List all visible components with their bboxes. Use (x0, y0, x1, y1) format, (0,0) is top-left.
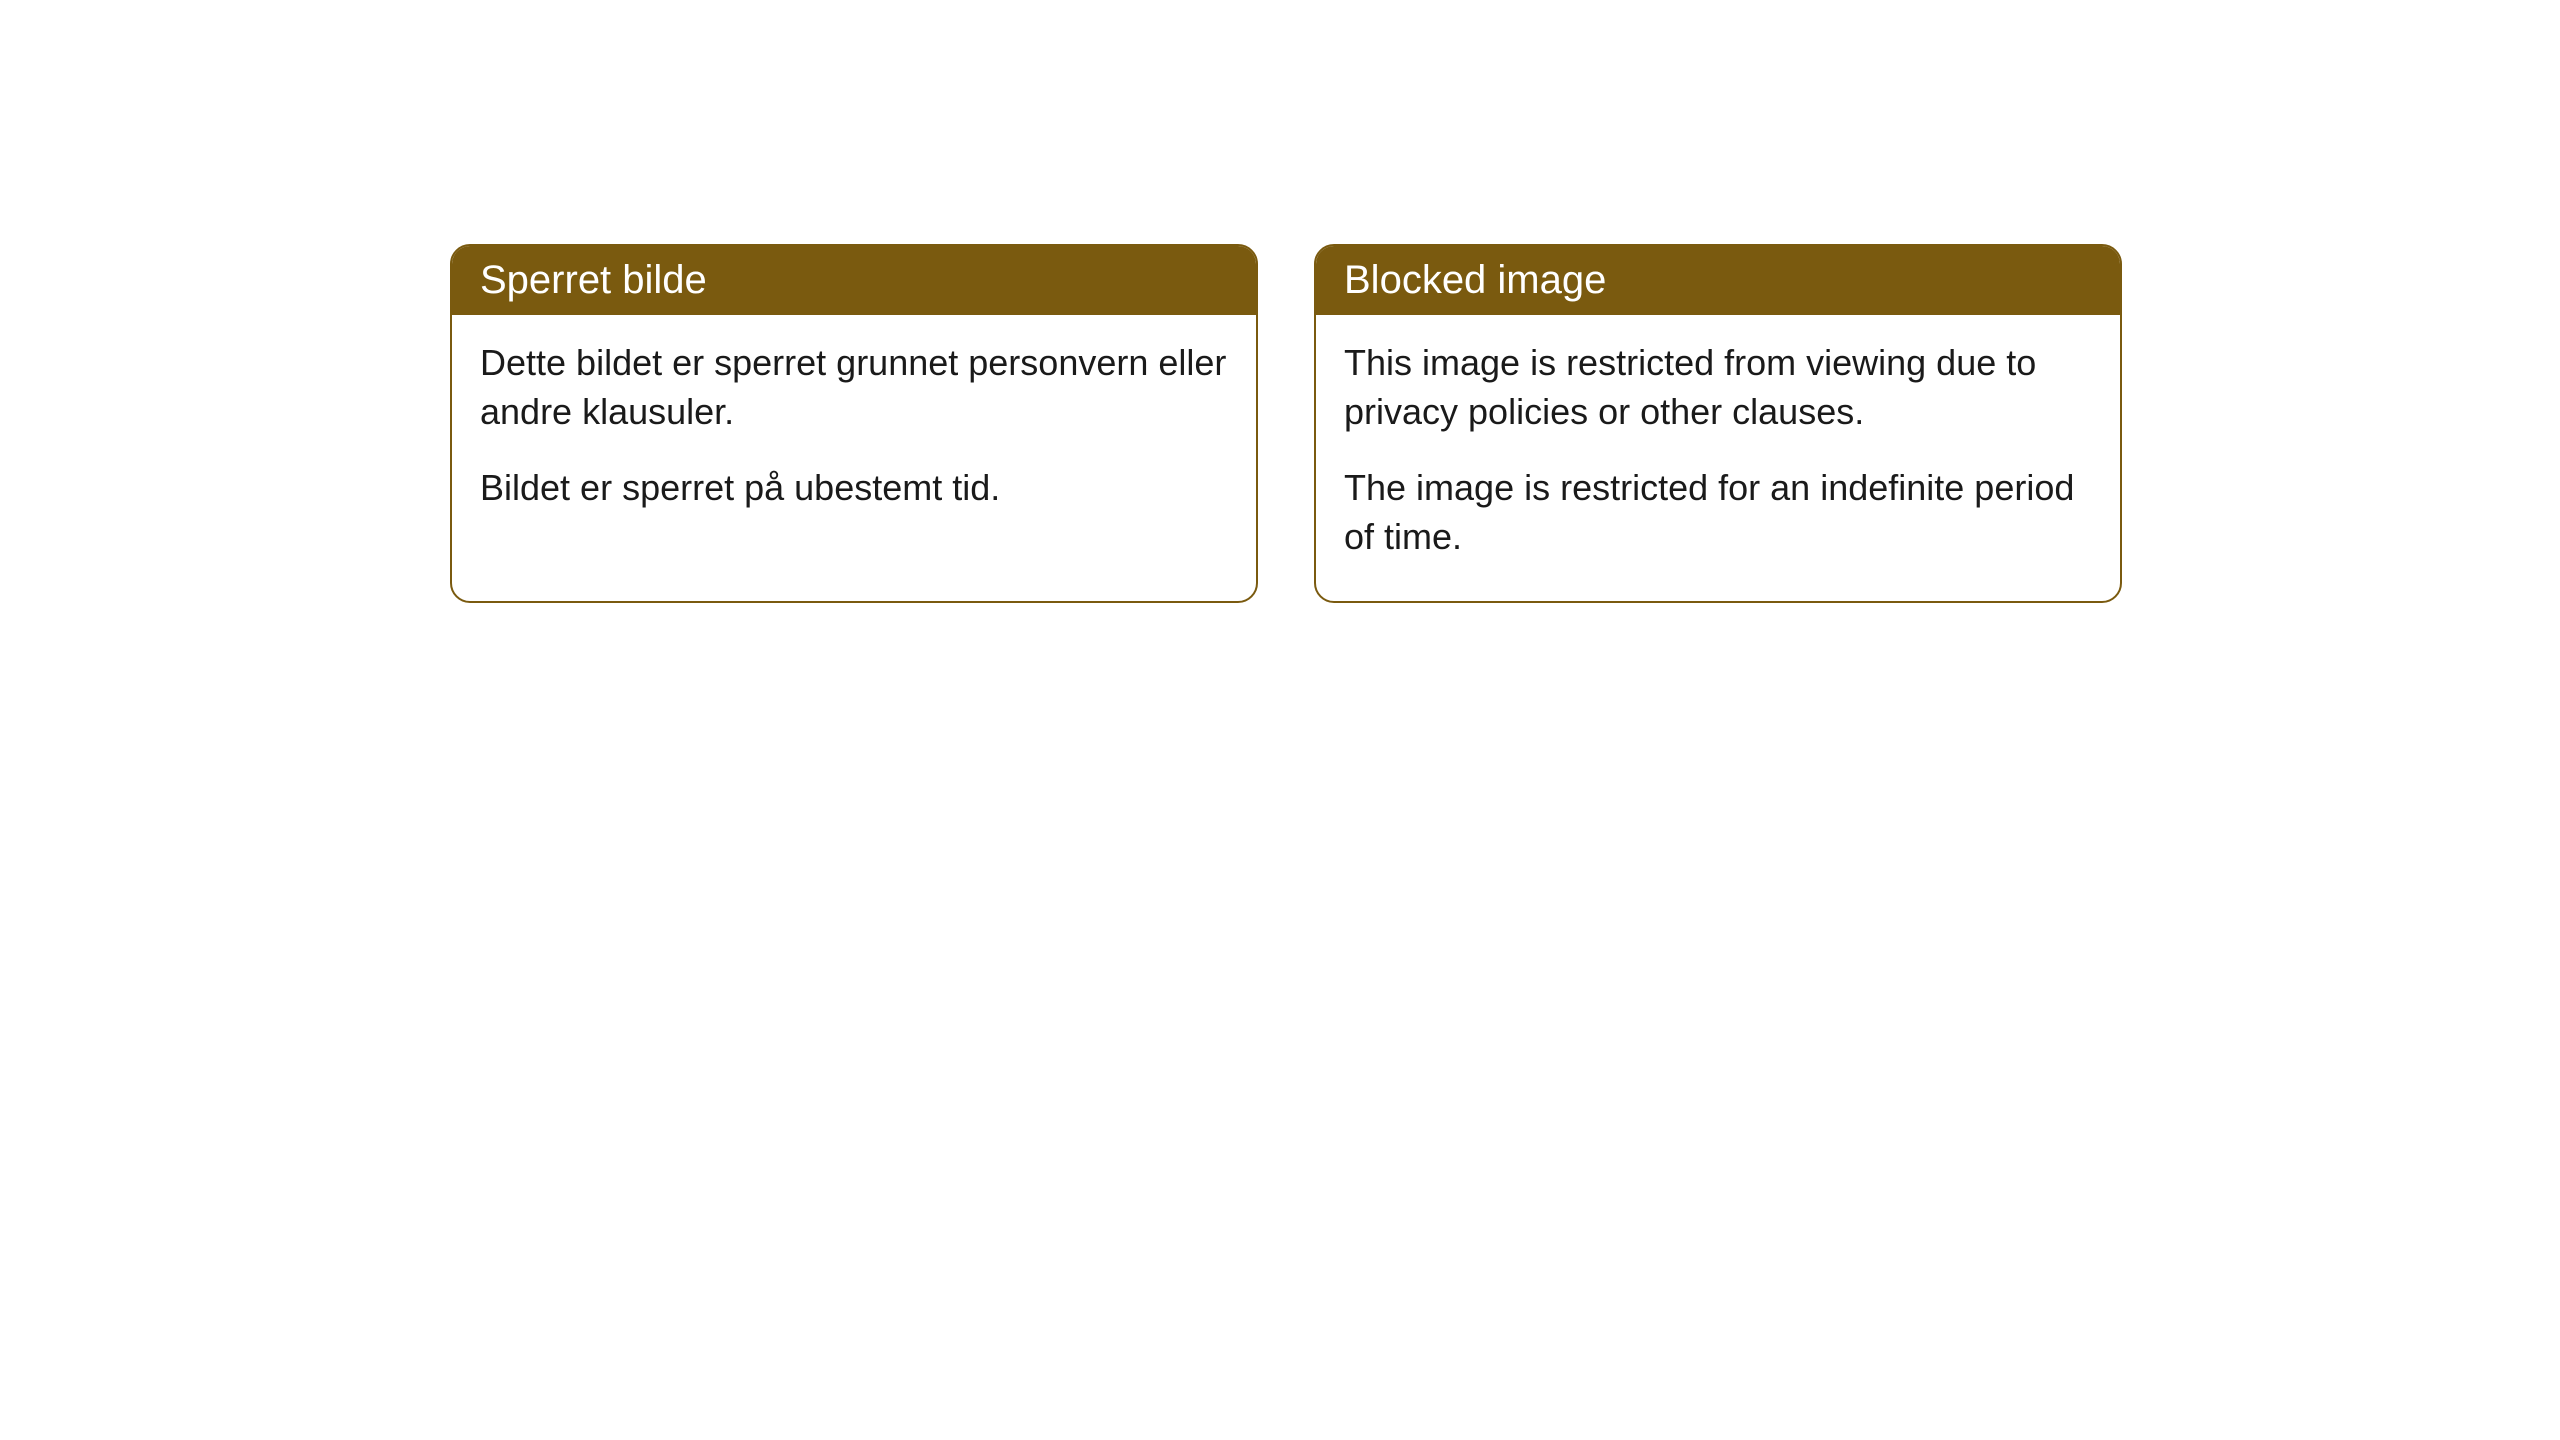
card-paragraph: Bildet er sperret på ubestemt tid. (480, 464, 1228, 513)
notice-card-norwegian: Sperret bilde Dette bildet er sperret gr… (450, 244, 1258, 603)
card-title: Sperret bilde (480, 258, 707, 302)
card-header: Blocked image (1316, 246, 2120, 315)
card-body: Dette bildet er sperret grunnet personve… (452, 315, 1256, 553)
card-paragraph: Dette bildet er sperret grunnet personve… (480, 339, 1228, 436)
notice-cards-container: Sperret bilde Dette bildet er sperret gr… (450, 244, 2122, 603)
card-header: Sperret bilde (452, 246, 1256, 315)
card-body: This image is restricted from viewing du… (1316, 315, 2120, 601)
card-title: Blocked image (1344, 258, 1606, 302)
notice-card-english: Blocked image This image is restricted f… (1314, 244, 2122, 603)
card-paragraph: This image is restricted from viewing du… (1344, 339, 2092, 436)
card-paragraph: The image is restricted for an indefinit… (1344, 464, 2092, 561)
